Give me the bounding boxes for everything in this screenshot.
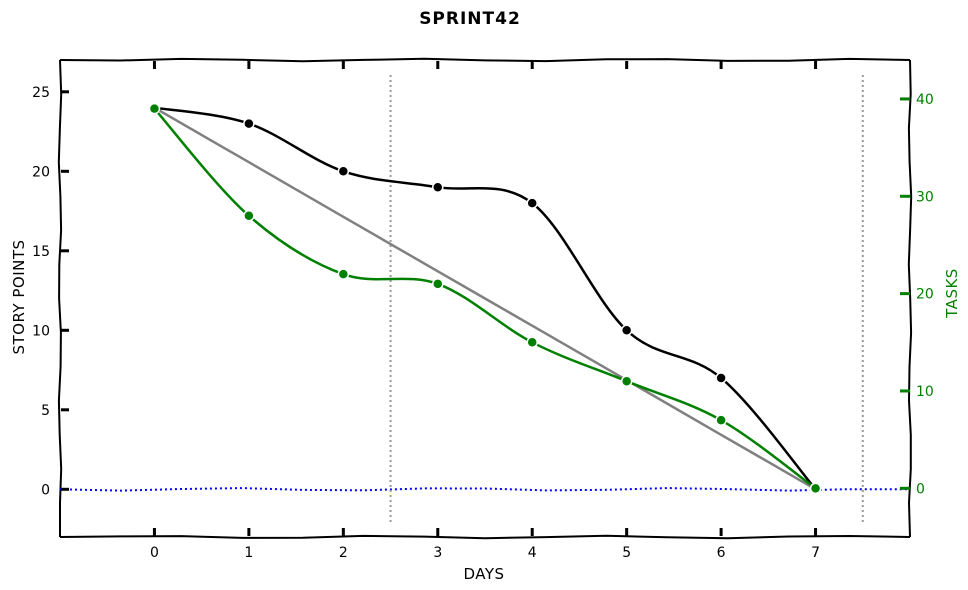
ticks-layer: 0 1 2 3 4 5 6 7 0 5 10 15 20 25 0 10 20 30 40 — [32, 61, 934, 561]
frame-bottom — [59, 534, 911, 540]
x-tick-label: 5 — [622, 545, 631, 561]
zero-reference-line — [59, 487, 911, 492]
x-tick-label: 1 — [244, 545, 253, 561]
story-points-data-point — [715, 372, 727, 384]
y2-tick-label: 20 — [916, 287, 934, 303]
story-points-data-point — [526, 197, 538, 209]
frame-right — [907, 59, 913, 538]
y-tick-label: 5 — [41, 403, 50, 419]
x-tick-label: 4 — [528, 545, 537, 561]
y-tick-label: 20 — [32, 164, 50, 180]
series-layer — [148, 101, 822, 496]
tasks-data-point — [432, 278, 444, 290]
x-tick-label: 0 — [150, 545, 159, 561]
y-tick-label: 10 — [32, 323, 50, 339]
chart-title: SPRINT42 — [419, 9, 521, 29]
tasks-data-point — [715, 414, 727, 426]
y2-axis-label: TASKS — [943, 268, 961, 319]
tasks-data-point — [243, 210, 255, 222]
tasks-data-point — [337, 268, 350, 280]
y-axis-label: STORY POINTS — [10, 239, 28, 354]
y2-tick-label: 30 — [916, 189, 934, 205]
y-tick-label: 15 — [32, 244, 50, 260]
x-tick-label: 6 — [717, 545, 726, 561]
story-points-data-point — [337, 165, 350, 178]
x-tick-label: 3 — [433, 545, 442, 561]
tasks-data-point — [809, 482, 822, 495]
y2-tick-label: 10 — [916, 384, 934, 400]
tasks-data-point — [620, 375, 633, 387]
story-points-data-point — [432, 181, 444, 193]
ideal-burndown-line — [153, 106, 817, 491]
y2-tick-label: 40 — [916, 92, 934, 108]
x-axis-label: DAYS — [463, 565, 504, 583]
tasks-data-point — [148, 102, 161, 115]
tasks-data-point — [526, 336, 538, 349]
x-tick-label: 7 — [811, 545, 820, 561]
story-points-data-point — [243, 117, 255, 130]
frame-left — [57, 59, 63, 537]
y2-tick-label: 0 — [916, 481, 925, 497]
reference-lines — [59, 75, 911, 522]
y-tick-label: 25 — [32, 85, 50, 101]
y-tick-label: 0 — [41, 482, 50, 498]
x-tick-label: 2 — [339, 545, 348, 561]
frame-top — [59, 57, 911, 63]
plot-frame — [57, 57, 913, 540]
story-points-data-point — [620, 324, 633, 337]
